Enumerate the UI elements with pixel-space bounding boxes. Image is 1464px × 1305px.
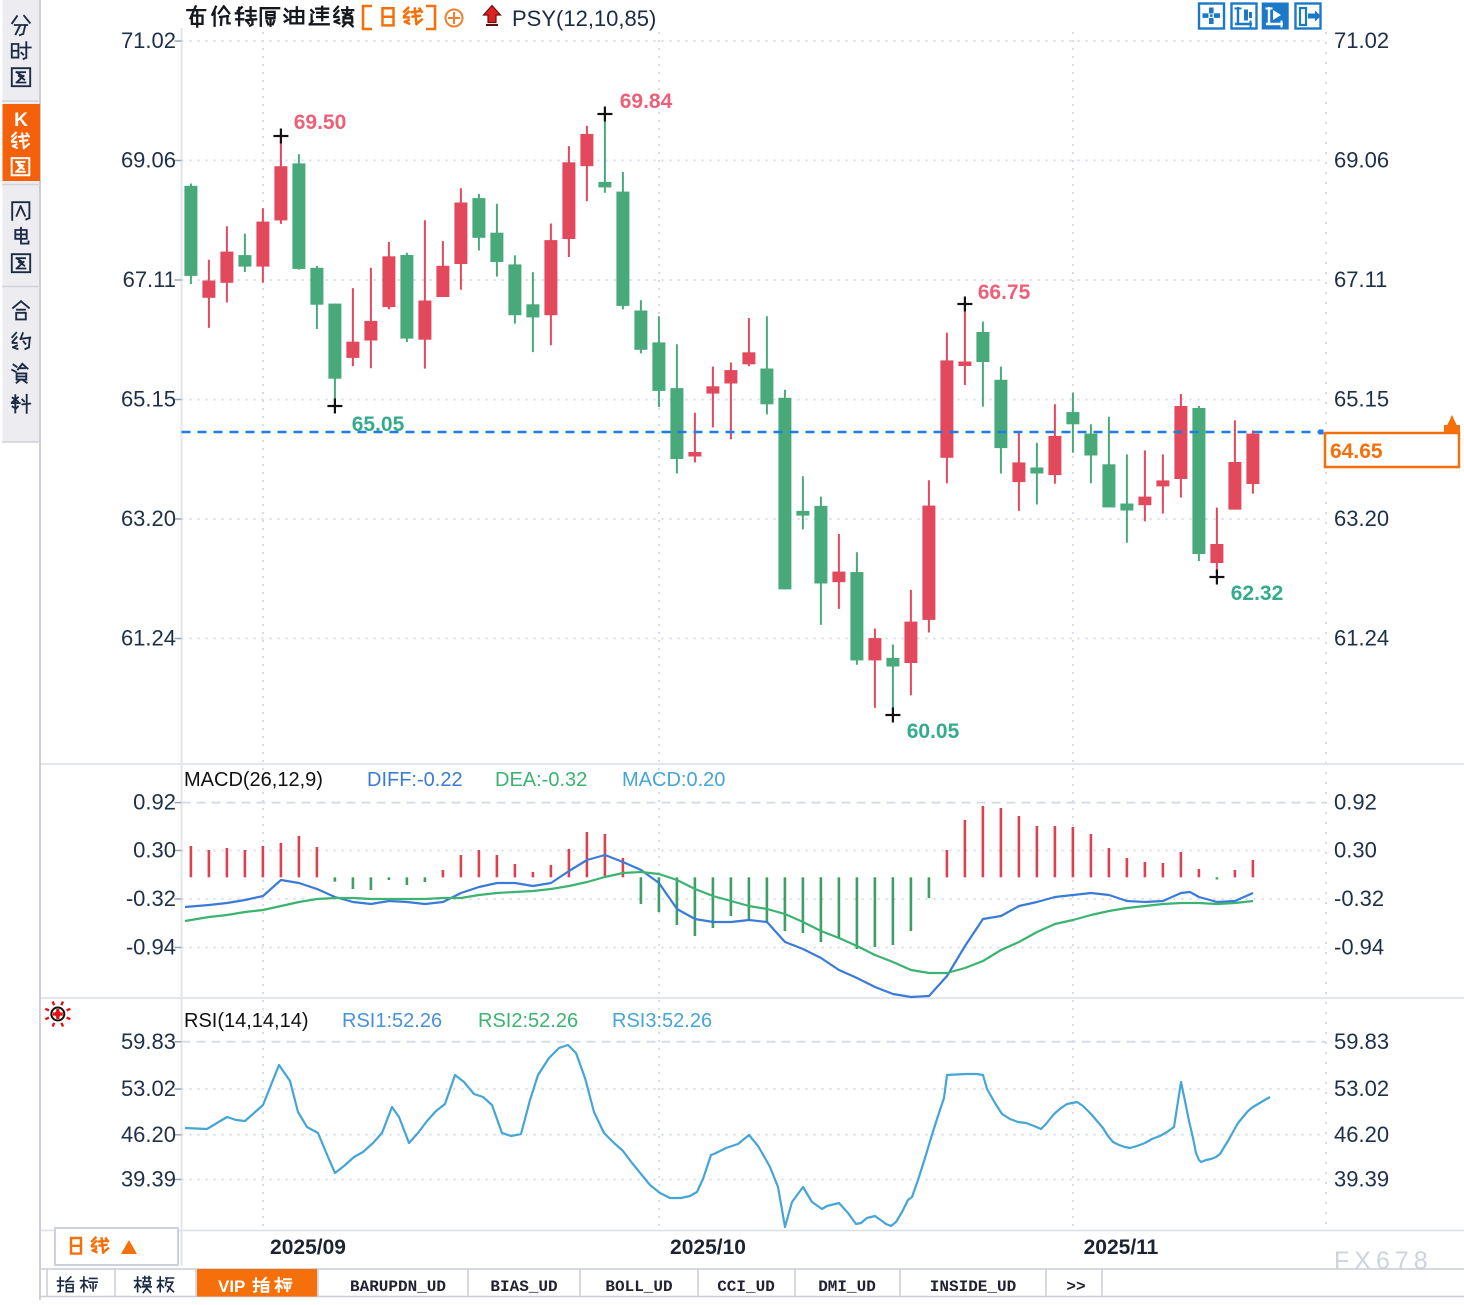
svg-text:66.75: 66.75 [978,281,1031,304]
svg-text:DMI_UD: DMI_UD [818,1278,876,1296]
svg-text:65.15: 65.15 [1334,387,1389,412]
svg-text:MACD(26,12,9): MACD(26,12,9) [184,769,323,791]
svg-text:BOLL_UD: BOLL_UD [605,1278,672,1296]
svg-text:69.06: 69.06 [1334,148,1389,173]
svg-text:RSI3:52.26: RSI3:52.26 [612,1010,712,1032]
svg-text:71.02: 71.02 [121,28,176,53]
svg-text:DEA:-0.32: DEA:-0.32 [495,769,587,791]
svg-text:39.39: 39.39 [121,1167,176,1192]
svg-text:46.20: 46.20 [121,1122,176,1147]
svg-text:MACD:0.20: MACD:0.20 [622,769,725,791]
svg-text:K: K [14,110,28,131]
svg-text:61.24: 61.24 [121,626,176,651]
svg-text:DIFF:-0.22: DIFF:-0.22 [367,769,463,791]
svg-text:60.05: 60.05 [907,720,960,743]
svg-text:0.92: 0.92 [1334,790,1377,815]
svg-text:65.05: 65.05 [352,413,405,436]
svg-text:59.83: 59.83 [1334,1029,1389,1054]
svg-text:53.02: 53.02 [121,1076,176,1101]
svg-text:61.24: 61.24 [1334,626,1389,651]
svg-text:INSIDE_UD: INSIDE_UD [930,1278,1016,1296]
svg-text:0.30: 0.30 [1334,838,1377,863]
svg-text:69.84: 69.84 [620,90,673,113]
svg-text:2025/10: 2025/10 [670,1236,746,1259]
svg-text:-0.32: -0.32 [1334,886,1384,911]
svg-text:VIP: VIP [218,1277,245,1296]
svg-text:FX678: FX678 [1334,1247,1433,1275]
svg-text:67.11: 67.11 [1334,267,1387,292]
svg-text:>>: >> [1066,1278,1085,1296]
svg-text:67.11: 67.11 [123,267,176,292]
svg-text:53.02: 53.02 [1334,1076,1389,1101]
svg-text:69.50: 69.50 [294,111,347,134]
svg-text:59.83: 59.83 [121,1029,176,1054]
svg-text:39.39: 39.39 [1334,1167,1389,1192]
svg-text:63.20: 63.20 [1334,506,1389,531]
svg-text:0.92: 0.92 [133,790,176,815]
svg-text:2025/11: 2025/11 [1084,1236,1159,1259]
svg-text:0.30: 0.30 [133,838,176,863]
svg-text:PSY(12,10,85): PSY(12,10,85) [512,6,656,31]
svg-text:71.02: 71.02 [1334,28,1389,53]
svg-text:BIAS_UD: BIAS_UD [490,1278,557,1296]
svg-text:CCI_UD: CCI_UD [717,1278,775,1296]
svg-text:RSI(14,14,14): RSI(14,14,14) [184,1010,309,1032]
svg-text:46.20: 46.20 [1334,1122,1389,1147]
svg-text:-0.94: -0.94 [126,935,176,960]
svg-text:BARUPDN_UD: BARUPDN_UD [350,1278,446,1296]
svg-text:2025/09: 2025/09 [270,1236,346,1259]
svg-text:62.32: 62.32 [1231,582,1284,605]
svg-text:64.65: 64.65 [1330,440,1383,463]
svg-text:RSI1:52.26: RSI1:52.26 [342,1010,442,1032]
svg-text:-0.94: -0.94 [1334,935,1384,960]
svg-text:65.15: 65.15 [121,387,176,412]
svg-text:63.20: 63.20 [121,506,176,531]
svg-text:69.06: 69.06 [121,148,176,173]
svg-text:-0.32: -0.32 [126,886,176,911]
svg-text:RSI2:52.26: RSI2:52.26 [478,1010,578,1032]
